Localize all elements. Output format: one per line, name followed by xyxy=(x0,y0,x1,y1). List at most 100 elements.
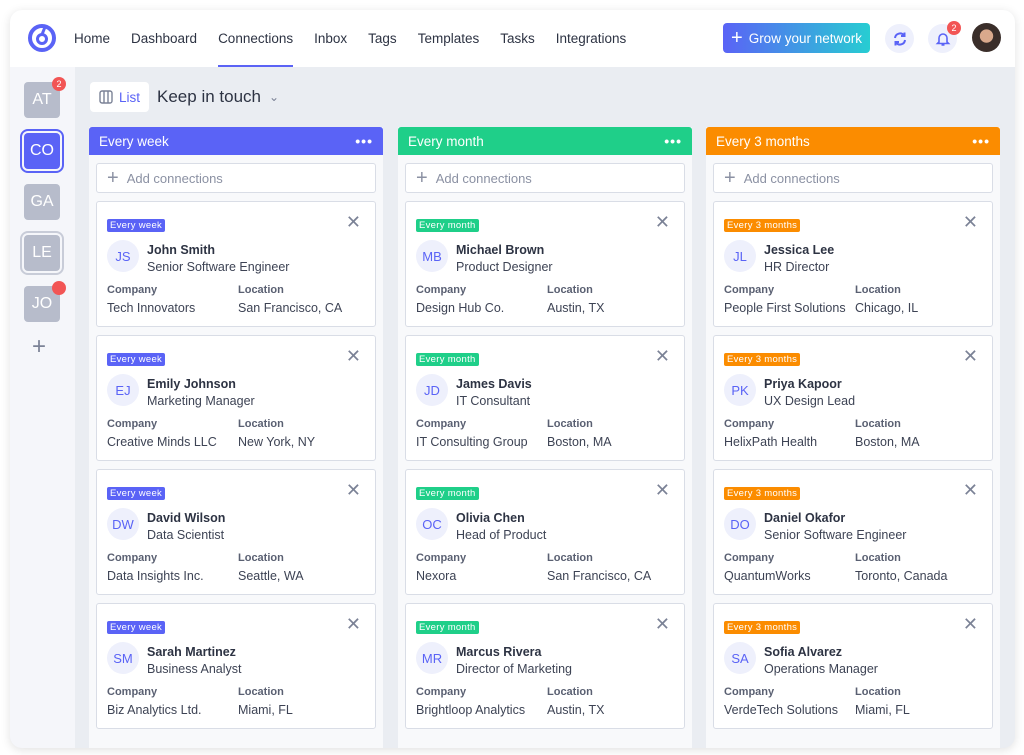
close-icon[interactable]: ✕ xyxy=(654,346,670,366)
location-label: Location xyxy=(547,418,593,430)
connection-card[interactable]: Every 3 months ✕ SA Sofia Alvarez Operations… xyxy=(713,603,993,729)
company-value: People First Solutions xyxy=(724,301,846,315)
workspace-le[interactable]: LE xyxy=(20,231,64,275)
contact-name[interactable]: Sarah Martinez xyxy=(147,645,236,659)
nav-item-home[interactable]: Home xyxy=(74,31,111,46)
contact-name[interactable]: John Smith xyxy=(147,243,216,257)
location-label: Location xyxy=(855,418,901,430)
location-label: Location xyxy=(547,284,593,296)
connection-card[interactable]: Every 3 months ✕ JL Jessica Lee HR Director C… xyxy=(713,201,993,327)
close-icon[interactable]: ✕ xyxy=(345,346,361,366)
close-icon[interactable]: ✕ xyxy=(345,614,361,634)
location-label: Location xyxy=(547,686,593,698)
column-title: Every month xyxy=(408,133,484,149)
board-title[interactable]: Keep in touch xyxy=(157,87,261,106)
close-icon[interactable]: ✕ xyxy=(654,480,670,500)
location-value: Miami, FL xyxy=(855,703,910,717)
close-icon[interactable]: ✕ xyxy=(962,480,978,500)
contact-name[interactable]: Michael Brown xyxy=(456,243,545,257)
contact-role: Business Analyst xyxy=(147,662,242,676)
nav-item-connections[interactable]: Connections xyxy=(218,10,294,67)
add-connections-label: Add connections xyxy=(435,170,532,186)
close-icon[interactable]: ✕ xyxy=(345,480,361,500)
main-nav: Home Dashboard Connections Inbox Tags Templat… xyxy=(74,10,647,67)
contact-name[interactable]: Jessica Lee xyxy=(764,243,835,257)
notifications-button[interactable]: 2 xyxy=(928,21,961,53)
column-header: Every week ••• xyxy=(89,127,383,155)
workspace-label: GA xyxy=(30,193,54,210)
company-value: Creative Minds LLC xyxy=(107,435,217,449)
location-label: Location xyxy=(855,284,901,296)
plus-icon: + xyxy=(107,167,119,189)
company-value: Biz Analytics Ltd. xyxy=(107,703,202,717)
nav-item-inbox[interactable]: Inbox xyxy=(314,31,348,46)
connection-card[interactable]: Every month ✕ MB Michael Brown Product Desig… xyxy=(405,201,685,327)
initials-avatar: MR xyxy=(416,642,448,674)
list-view-button[interactable]: List xyxy=(90,82,150,112)
contact-name[interactable]: Daniel Okafor xyxy=(764,511,846,525)
columns-icon xyxy=(99,90,113,104)
contact-name[interactable]: Olivia Chen xyxy=(456,511,525,525)
add-connections-button[interactable]: + Add connections xyxy=(713,163,993,193)
connection-card[interactable]: Every month ✕ OC Olivia Chen Head of Product… xyxy=(405,469,685,595)
contact-name[interactable]: Emily Johnson xyxy=(147,377,236,391)
workspace-jo[interactable]: JO xyxy=(24,281,66,322)
frequency-tag: Every 3 months xyxy=(724,487,801,500)
location-value: Boston, MA xyxy=(547,435,612,449)
company-label: Company xyxy=(107,284,158,296)
initials-avatar: EJ xyxy=(107,374,139,406)
contact-name[interactable]: Sofia Alvarez xyxy=(764,645,843,659)
frequency-tag: Every week xyxy=(107,353,166,366)
nav-item-tags[interactable]: Tags xyxy=(368,31,397,46)
initials-avatar: OC xyxy=(416,508,448,540)
add-connections-button[interactable]: + Add connections xyxy=(405,163,685,193)
connection-card[interactable]: Every 3 months ✕ DO Daniel Okafor Senior Sof… xyxy=(713,469,993,595)
connection-card[interactable]: Every week ✕ DW David Wilson Data Scientist C… xyxy=(96,469,376,595)
workspace-badge: 2 xyxy=(52,77,66,91)
more-options-icon[interactable]: ••• xyxy=(355,133,373,149)
user-avatar[interactable] xyxy=(972,23,1001,52)
close-icon[interactable]: ✕ xyxy=(654,614,670,634)
connection-card[interactable]: Every month ✕ JD James Davis IT Consultant Co… xyxy=(405,335,685,461)
close-icon[interactable]: ✕ xyxy=(962,346,978,366)
contact-role: Data Scientist xyxy=(147,528,225,542)
close-icon[interactable]: ✕ xyxy=(654,212,670,232)
workspace-ga[interactable]: GA xyxy=(24,184,60,220)
sync-button[interactable] xyxy=(885,24,914,53)
connection-card[interactable]: Every week ✕ EJ Emily Johnson Marketing Mana… xyxy=(96,335,376,461)
connection-card[interactable]: Every 3 months ✕ PK Priya Kapoor UX Design L… xyxy=(713,335,993,461)
contact-name[interactable]: Marcus Rivera xyxy=(456,645,542,659)
connection-card[interactable]: Every week ✕ SM Sarah Martinez Business Anal… xyxy=(96,603,376,729)
close-icon[interactable]: ✕ xyxy=(345,212,361,232)
company-label: Company xyxy=(724,686,775,698)
add-connections-button[interactable]: + Add connections xyxy=(96,163,376,193)
column-header: Every month ••• xyxy=(398,127,692,155)
close-icon[interactable]: ✕ xyxy=(962,614,978,634)
nav-item-dashboard[interactable]: Dashboard xyxy=(131,31,198,46)
frequency-tag: Every month xyxy=(416,353,479,366)
location-label: Location xyxy=(855,686,901,698)
chevron-down-icon[interactable]: ⌄ xyxy=(268,90,280,104)
add-workspace-icon[interactable]: + xyxy=(32,333,47,360)
workspace-at[interactable]: AT 2 xyxy=(24,77,66,118)
nav-item-tasks[interactable]: Tasks xyxy=(500,31,535,46)
initials-avatar: SA xyxy=(724,642,756,674)
workspace-co[interactable]: CO xyxy=(20,129,64,173)
more-options-icon[interactable]: ••• xyxy=(972,133,990,149)
company-value: HelixPath Health xyxy=(724,435,818,449)
nav-item-templates[interactable]: Templates xyxy=(417,31,480,46)
connection-card[interactable]: Every month ✕ MR Marcus Rivera Director of M… xyxy=(405,603,685,729)
workspace-label: JO xyxy=(31,295,53,312)
initials-avatar: DW xyxy=(107,508,139,540)
contact-name[interactable]: David Wilson xyxy=(147,511,226,525)
close-icon[interactable]: ✕ xyxy=(962,212,978,232)
frequency-tag: Every 3 months xyxy=(724,621,801,634)
app-logo-icon[interactable] xyxy=(27,23,57,53)
nav-item-integrations[interactable]: Integrations xyxy=(555,31,627,46)
grow-network-button[interactable]: + Grow your network xyxy=(723,23,870,53)
sidebar: + AT 2 CO GA LE JO xyxy=(10,67,75,748)
more-options-icon[interactable]: ••• xyxy=(664,133,682,149)
contact-name[interactable]: Priya Kapoor xyxy=(764,377,842,391)
connection-card[interactable]: Every week ✕ JS John Smith Senior Software E… xyxy=(96,201,376,327)
contact-name[interactable]: James Davis xyxy=(456,377,532,391)
